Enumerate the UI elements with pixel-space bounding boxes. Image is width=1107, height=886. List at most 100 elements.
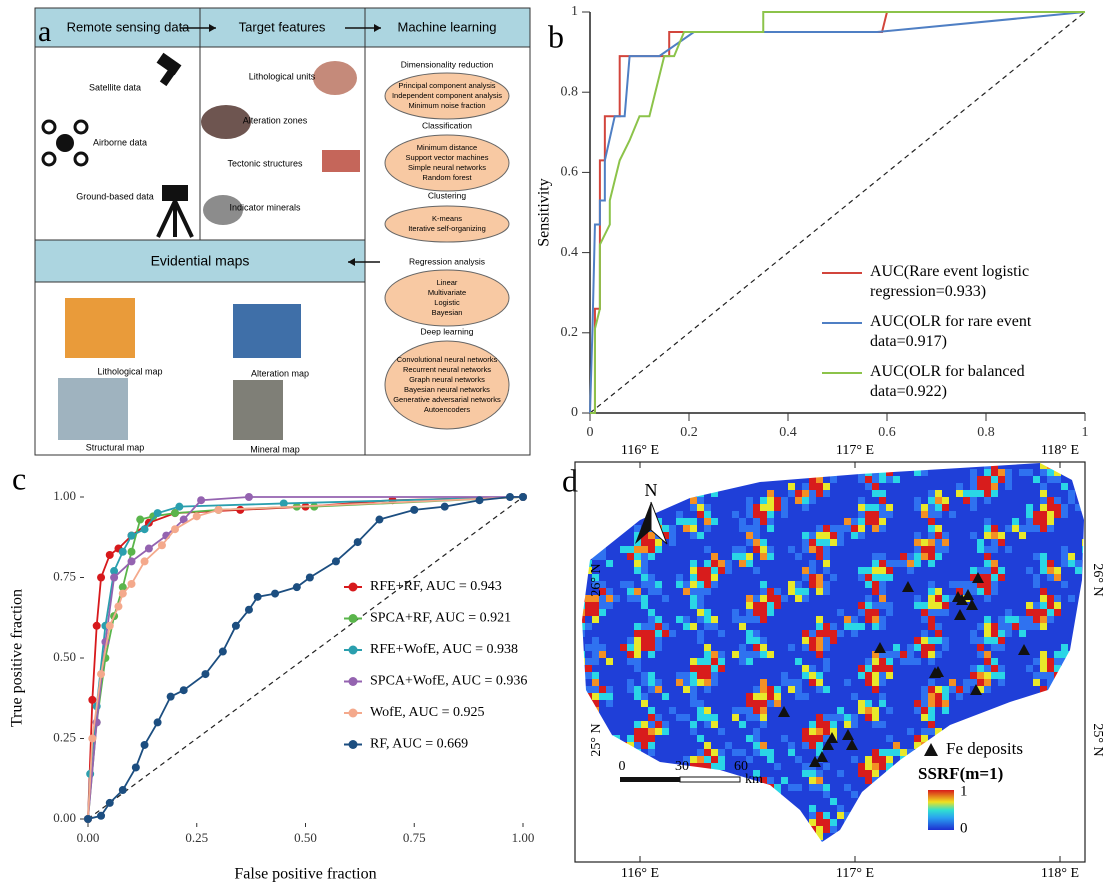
map-cell xyxy=(634,833,641,840)
map-cell xyxy=(620,728,627,735)
map-cell xyxy=(655,735,662,742)
map-cell xyxy=(774,756,781,763)
map-cell xyxy=(830,672,837,679)
map-cell xyxy=(627,518,634,525)
map-cell xyxy=(858,602,865,609)
map-cell xyxy=(1019,805,1026,812)
map-cell xyxy=(718,742,725,749)
map-cell xyxy=(592,805,599,812)
map-cell xyxy=(1075,553,1082,560)
map-cell xyxy=(1012,763,1019,770)
map-cell xyxy=(1019,728,1026,735)
map-cell xyxy=(648,749,655,756)
map-cell xyxy=(1061,616,1068,623)
map-cell xyxy=(1061,483,1068,490)
map-cell xyxy=(1033,798,1040,805)
map-cell xyxy=(655,756,662,763)
map-cell xyxy=(592,658,599,665)
map-cell xyxy=(837,770,844,777)
map-cell xyxy=(1054,784,1061,791)
map-cell xyxy=(837,686,844,693)
map-cell xyxy=(837,763,844,770)
map-cell xyxy=(886,462,893,469)
legend-label: SPCA+WofE, AUC = 0.936 xyxy=(370,674,527,689)
map-cell xyxy=(655,812,662,819)
map-cell xyxy=(620,539,627,546)
map-cell xyxy=(767,630,774,637)
map-cell xyxy=(1047,693,1054,700)
map-cell xyxy=(1033,490,1040,497)
map-cell xyxy=(753,833,760,840)
map-cell xyxy=(641,805,648,812)
map-cell xyxy=(977,658,984,665)
map-cell xyxy=(1026,819,1033,826)
map-cell xyxy=(1061,749,1068,756)
map-cell xyxy=(704,847,711,854)
map-cell xyxy=(949,532,956,539)
map-cell xyxy=(725,483,732,490)
map-cell xyxy=(935,511,942,518)
map-lon-label: 116° E xyxy=(621,443,659,458)
map-cell xyxy=(1012,791,1019,798)
map-cell xyxy=(676,812,683,819)
map-cell xyxy=(676,518,683,525)
map-cell xyxy=(655,539,662,546)
map-cell xyxy=(718,637,725,644)
map-cell xyxy=(907,700,914,707)
map-cell xyxy=(788,539,795,546)
map-cell xyxy=(802,749,809,756)
map-cell xyxy=(641,581,648,588)
map-cell xyxy=(711,651,718,658)
map-cell xyxy=(606,595,613,602)
map-cell xyxy=(963,462,970,469)
map-cell xyxy=(1068,756,1075,763)
map-cell xyxy=(900,553,907,560)
map-cell xyxy=(1068,588,1075,595)
map-cell xyxy=(767,567,774,574)
map-cell xyxy=(921,707,928,714)
map-cell xyxy=(620,616,627,623)
map-cell xyxy=(1047,770,1054,777)
map-cell xyxy=(809,518,816,525)
map-cell xyxy=(1054,497,1061,504)
map-cell xyxy=(816,630,823,637)
x-tick-label: 0.25 xyxy=(185,830,208,845)
map-cell xyxy=(837,560,844,567)
map-cell xyxy=(648,707,655,714)
point xyxy=(154,509,162,517)
map-cell xyxy=(732,693,739,700)
map-cell xyxy=(788,616,795,623)
map-cell xyxy=(942,833,949,840)
map-cell xyxy=(823,770,830,777)
map-cell xyxy=(886,616,893,623)
map-cell xyxy=(753,588,760,595)
map-cell xyxy=(837,518,844,525)
map-cell xyxy=(669,588,676,595)
map-cell xyxy=(837,693,844,700)
map-cell xyxy=(928,630,935,637)
map-cell xyxy=(1061,532,1068,539)
map-cell xyxy=(816,826,823,833)
map-cell xyxy=(998,847,1005,854)
map-cell xyxy=(844,581,851,588)
map-cell xyxy=(613,609,620,616)
map-cell xyxy=(928,784,935,791)
map-cell xyxy=(627,658,634,665)
map-cell xyxy=(732,658,739,665)
map-cell xyxy=(872,658,879,665)
map-cell xyxy=(739,847,746,854)
map-cell xyxy=(697,560,704,567)
map-cell xyxy=(1012,462,1019,469)
map-cell xyxy=(949,504,956,511)
map-cell xyxy=(991,840,998,847)
map-cell xyxy=(1026,637,1033,644)
map-cell xyxy=(634,525,641,532)
map-cell xyxy=(620,525,627,532)
map-cell xyxy=(592,672,599,679)
map-cell xyxy=(935,700,942,707)
map-cell xyxy=(704,574,711,581)
map-cell xyxy=(816,805,823,812)
map-cell xyxy=(865,819,872,826)
map-cell xyxy=(1012,581,1019,588)
map-cell xyxy=(984,476,991,483)
